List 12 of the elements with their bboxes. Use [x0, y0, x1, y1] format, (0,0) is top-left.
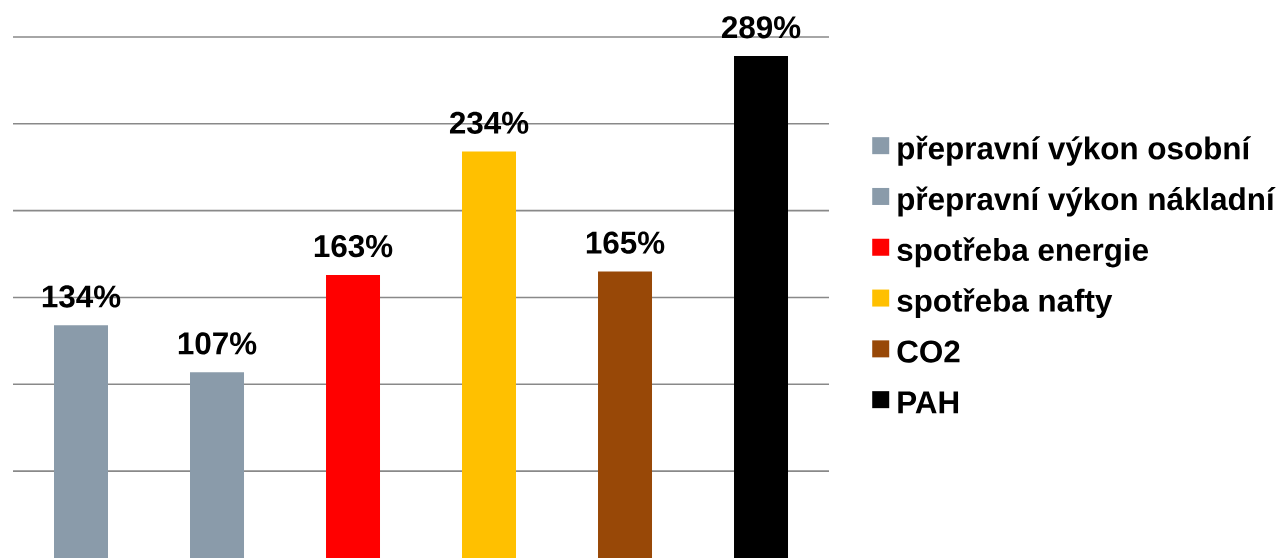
data-label: 134% [42, 285, 121, 308]
data-label: 163% [314, 235, 393, 258]
legend-label: PAH [898, 391, 959, 414]
legend-label: přepravní výkon osobní [898, 135, 1252, 166]
legend-label: spotřeba nafty [897, 288, 1113, 319]
legend-label: spotřeba energie [897, 237, 1148, 268]
data-label: 234% [449, 111, 529, 134]
legend-label: přepravní výkon nákladní [898, 186, 1276, 217]
legend-label: CO2 [897, 340, 960, 363]
data-label: 165% [586, 231, 665, 254]
data-label: 107% [178, 332, 257, 355]
data-label: 289% [721, 16, 801, 39]
